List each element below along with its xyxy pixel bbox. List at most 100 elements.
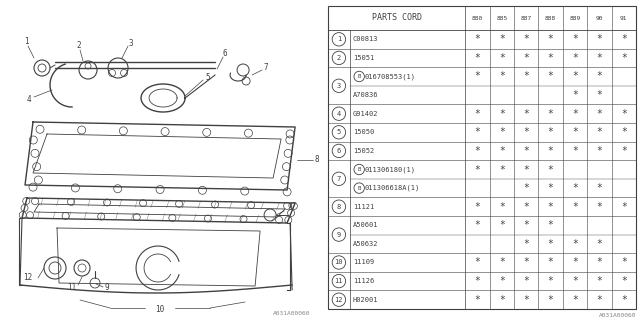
Text: *: * — [475, 258, 481, 268]
Text: *: * — [596, 276, 602, 286]
Text: *: * — [499, 276, 505, 286]
Text: *: * — [596, 146, 602, 156]
Text: 12: 12 — [335, 297, 343, 303]
Text: *: * — [621, 276, 627, 286]
Text: A031A00060: A031A00060 — [273, 311, 310, 316]
Text: *: * — [596, 34, 602, 44]
Text: 10: 10 — [156, 306, 164, 315]
Text: *: * — [475, 146, 481, 156]
Text: 12: 12 — [24, 274, 33, 283]
Text: 5: 5 — [337, 129, 341, 135]
Text: *: * — [596, 202, 602, 212]
Text: *: * — [499, 71, 505, 82]
Text: *: * — [572, 71, 578, 82]
Text: *: * — [548, 71, 554, 82]
Text: *: * — [475, 127, 481, 137]
Text: 016708553(1): 016708553(1) — [364, 73, 415, 80]
Text: *: * — [596, 90, 602, 100]
Text: *: * — [475, 53, 481, 63]
Text: *: * — [475, 164, 481, 174]
Text: *: * — [572, 53, 578, 63]
Text: *: * — [548, 202, 554, 212]
Text: 7: 7 — [337, 176, 341, 182]
Text: *: * — [499, 202, 505, 212]
Text: 889: 889 — [570, 15, 580, 20]
Text: *: * — [572, 146, 578, 156]
Text: *: * — [572, 90, 578, 100]
Text: *: * — [596, 127, 602, 137]
Text: *: * — [572, 109, 578, 119]
Text: *: * — [596, 53, 602, 63]
Text: *: * — [621, 295, 627, 305]
Text: 10: 10 — [335, 260, 343, 266]
Text: *: * — [524, 71, 529, 82]
Text: A031A00060: A031A00060 — [598, 313, 636, 318]
Text: *: * — [499, 146, 505, 156]
Text: *: * — [572, 239, 578, 249]
Text: *: * — [548, 109, 554, 119]
Text: *: * — [475, 220, 481, 230]
Text: *: * — [499, 127, 505, 137]
Text: 90: 90 — [596, 15, 603, 20]
Text: H02001: H02001 — [353, 297, 378, 303]
Text: 8: 8 — [337, 204, 341, 210]
Text: *: * — [499, 34, 505, 44]
Text: *: * — [572, 276, 578, 286]
Text: *: * — [548, 258, 554, 268]
Text: 3: 3 — [337, 83, 341, 89]
Text: 011306618A(1): 011306618A(1) — [364, 185, 420, 191]
Text: *: * — [548, 164, 554, 174]
Text: *: * — [524, 276, 529, 286]
Text: *: * — [572, 183, 578, 193]
Text: *: * — [524, 109, 529, 119]
Text: 1: 1 — [24, 37, 28, 46]
Text: 888: 888 — [545, 15, 556, 20]
Text: 9: 9 — [105, 284, 109, 292]
Text: 6: 6 — [337, 148, 341, 154]
Text: 11121: 11121 — [353, 204, 374, 210]
Text: 11126: 11126 — [353, 278, 374, 284]
Text: *: * — [499, 53, 505, 63]
Text: *: * — [548, 295, 554, 305]
Text: *: * — [621, 53, 627, 63]
Text: 011306180(1): 011306180(1) — [364, 166, 415, 173]
Text: C00813: C00813 — [353, 36, 378, 42]
Text: *: * — [524, 239, 529, 249]
Text: *: * — [548, 183, 554, 193]
Text: *: * — [475, 34, 481, 44]
Text: *: * — [499, 258, 505, 268]
Text: *: * — [524, 127, 529, 137]
Text: *: * — [475, 295, 481, 305]
Text: 5: 5 — [206, 73, 211, 82]
Text: 15051: 15051 — [353, 55, 374, 61]
Text: PARTS CORD: PARTS CORD — [372, 13, 422, 22]
Text: *: * — [524, 295, 529, 305]
Text: 11109: 11109 — [353, 260, 374, 266]
Text: *: * — [548, 220, 554, 230]
Text: *: * — [499, 109, 505, 119]
Text: *: * — [596, 109, 602, 119]
Text: *: * — [572, 34, 578, 44]
Text: 4: 4 — [27, 94, 31, 103]
Text: 11: 11 — [67, 284, 77, 292]
Text: *: * — [572, 202, 578, 212]
Text: 9: 9 — [337, 232, 341, 237]
Text: *: * — [621, 258, 627, 268]
Text: 9: 9 — [288, 204, 292, 212]
Text: *: * — [499, 295, 505, 305]
Text: *: * — [548, 127, 554, 137]
Text: *: * — [572, 258, 578, 268]
Text: 2: 2 — [337, 55, 341, 61]
Text: *: * — [524, 34, 529, 44]
Text: *: * — [596, 258, 602, 268]
Text: 4: 4 — [337, 111, 341, 117]
Text: *: * — [572, 127, 578, 137]
Text: 11: 11 — [335, 278, 343, 284]
Text: *: * — [548, 276, 554, 286]
Text: *: * — [475, 276, 481, 286]
Text: *: * — [524, 202, 529, 212]
Text: *: * — [524, 258, 529, 268]
Text: *: * — [621, 127, 627, 137]
Text: *: * — [596, 239, 602, 249]
Text: *: * — [475, 109, 481, 119]
